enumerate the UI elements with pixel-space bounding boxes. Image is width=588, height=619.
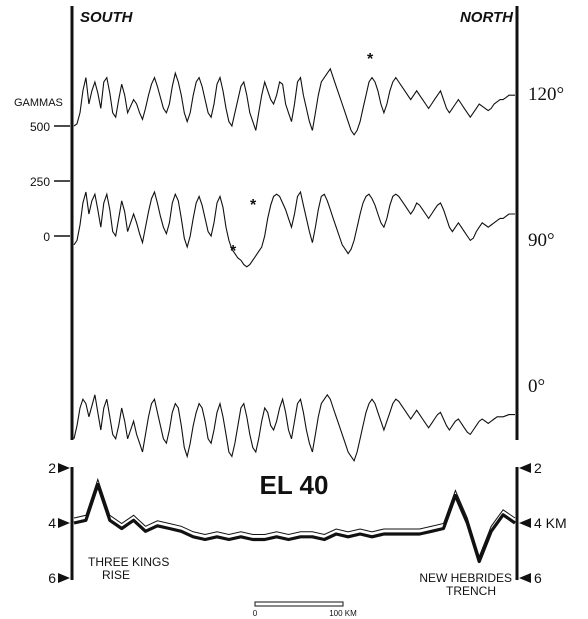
profile-label-120: 120° <box>528 84 564 105</box>
profile-label-0: 0° <box>528 376 545 397</box>
new-hebrides-label-1: NEW HEBRIDES <box>419 571 512 585</box>
scale-bar-end: 100 KM <box>329 609 357 618</box>
three-kings-label-2: RISE <box>102 568 130 582</box>
depth-arrow-left-4 <box>58 518 70 528</box>
scale-tick-250: 250 <box>30 175 50 189</box>
gammas-label: GAMMAS <box>14 97 63 109</box>
scale-bar <box>254 601 344 607</box>
depth-tick-right-6: 6 <box>534 570 542 586</box>
magnetic-profile-0 <box>73 393 515 463</box>
depth-tick-left-4: 4 <box>48 515 56 531</box>
magnetic-profile-120 <box>73 67 515 136</box>
scale-tick-500: 500 <box>30 120 50 134</box>
magnetic-profile-90 <box>73 190 515 268</box>
depth-tick-right-2: 2 <box>534 460 542 476</box>
bathymetry-profile-secondary <box>73 477 516 559</box>
anomaly-marker-1: * <box>367 51 374 68</box>
depth-tick-left-6: 6 <box>48 570 56 586</box>
south-label: SOUTH <box>80 9 134 26</box>
bathymetry-profile <box>73 482 516 564</box>
depth-tick-right-4: 4 KM <box>534 515 567 531</box>
anomaly-marker-2: * <box>250 197 257 214</box>
scale-tick-0: 0 <box>43 230 50 244</box>
depth-tick-left-2: 2 <box>48 460 56 476</box>
north-label: NORTH <box>460 9 514 26</box>
anomaly-marker-3: * <box>230 243 237 260</box>
depth-arrow-right-4 <box>519 518 531 528</box>
depth-arrow-right-2 <box>519 463 531 473</box>
depth-arrow-left-6 <box>58 573 70 583</box>
depth-arrow-right-6 <box>519 573 531 583</box>
three-kings-label-1: THREE KINGS <box>88 555 169 569</box>
chart-title: EL 40 <box>260 470 329 500</box>
scale-bar-start: 0 <box>253 609 258 618</box>
new-hebrides-label-2: TRENCH <box>446 584 496 598</box>
profile-label-90: 90° <box>528 230 555 251</box>
depth-arrow-left-2 <box>58 463 70 473</box>
